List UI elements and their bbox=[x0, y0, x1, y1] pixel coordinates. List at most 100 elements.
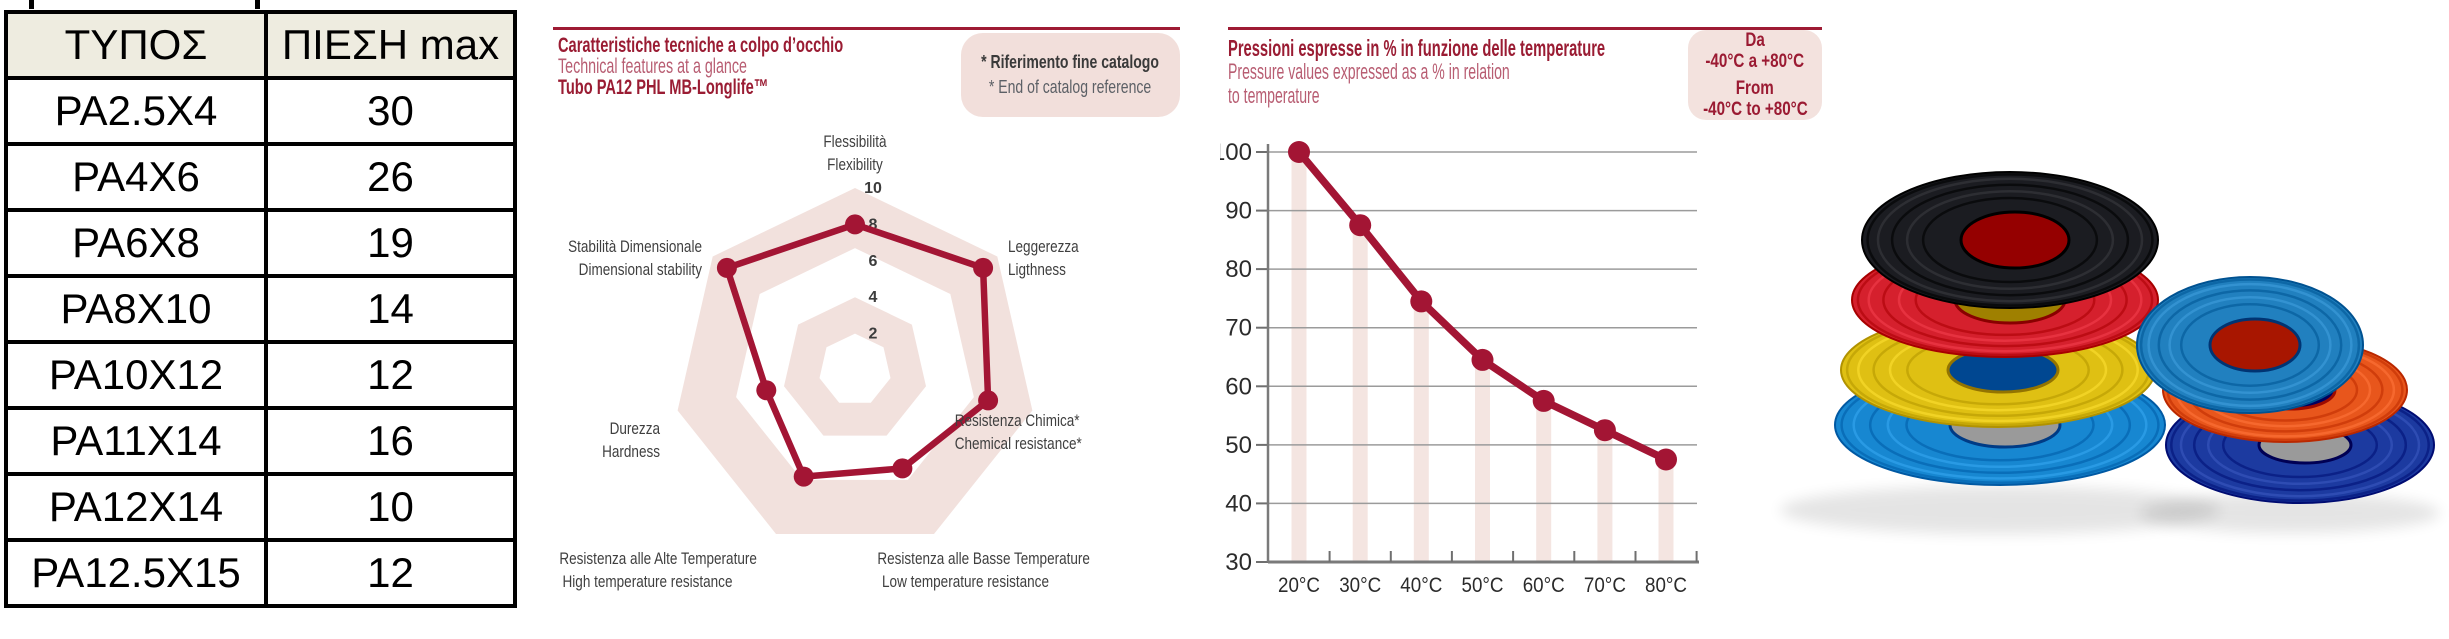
radar-title-en: Technical features at a glance bbox=[558, 55, 747, 78]
table-row: PA12.5X15 12 bbox=[4, 538, 517, 608]
pressure-section-rule bbox=[1228, 27, 1822, 30]
type-cell: PA8X10 bbox=[4, 274, 268, 344]
radar-section-title: Caratteristiche tecniche a colpo d’occhi… bbox=[558, 33, 977, 99]
radar-axis-hardness: Durezza Hardness bbox=[602, 420, 660, 461]
pressure-title-en-1: Pressure values expressed as a % in rela… bbox=[1228, 59, 1510, 84]
badge-range-en: -40°C to +80°C bbox=[1702, 99, 1808, 120]
black-coil-texture bbox=[1866, 173, 2154, 307]
light-blue-coil-texture bbox=[2179, 303, 2321, 387]
radar-axis-dimensional-stability: Stabilità Dimensionale Dimensional stabi… bbox=[568, 238, 702, 279]
type-cell: PA11X14 bbox=[4, 406, 268, 476]
radar-chart: 10 8 6 4 2 bbox=[677, 180, 1033, 534]
black-coil-texture bbox=[1890, 183, 2130, 297]
catalog-note-it: * Riferimento fine catalogo bbox=[981, 52, 1160, 72]
type-cell: PA6X8 bbox=[4, 208, 268, 278]
radar-axis-low-temperature: Resistenza alle Basse Temperature Low te… bbox=[877, 550, 1090, 591]
radar-title-it: Caratteristiche tecniche a colpo d’occhi… bbox=[558, 33, 844, 57]
y-axis-label: 70 bbox=[1225, 315, 1252, 342]
y-axis-label: 40 bbox=[1225, 490, 1252, 517]
radar-product-name: Tubo PA12 PHL MB-Longlife™ bbox=[558, 75, 769, 99]
x-axis-label: 30°C bbox=[1339, 574, 1381, 597]
table-row: PA11X14 16 bbox=[4, 406, 517, 476]
radar-scale-tick: 2 bbox=[869, 326, 878, 343]
pressure-title-en-2: to temperature bbox=[1228, 83, 1320, 108]
drop-bar bbox=[1475, 359, 1490, 562]
x-axis-label: 50°C bbox=[1462, 574, 1504, 597]
y-axis-label: 90 bbox=[1225, 198, 1252, 225]
type-cell: PA4X6 bbox=[4, 142, 268, 212]
x-axis-label: 20°C bbox=[1278, 574, 1320, 597]
catalog-note-en: * End of catalog reference bbox=[989, 77, 1152, 97]
light-blue-coil-texture bbox=[2157, 289, 2343, 401]
badge-range-it: -40°C a +80°C bbox=[1705, 51, 1805, 72]
pressure-section-title: Pressioni espresse in % in funzione dell… bbox=[1228, 36, 1817, 108]
pressure-data-point bbox=[1593, 419, 1616, 442]
x-axis-label: 70°C bbox=[1584, 574, 1626, 597]
badge-da: Da bbox=[1745, 30, 1765, 51]
pressure-data-point bbox=[1471, 348, 1494, 371]
coil-shadow bbox=[1780, 486, 2220, 534]
drop-bar bbox=[1658, 459, 1674, 562]
table-row: PA10X12 12 bbox=[4, 340, 517, 410]
drop-bar bbox=[1536, 400, 1552, 562]
pressure-data-point bbox=[1288, 141, 1310, 163]
radar-data-point bbox=[973, 257, 994, 278]
pressure-cell: 30 bbox=[264, 76, 517, 146]
radar-data-point bbox=[978, 390, 999, 411]
drop-bar bbox=[1413, 301, 1429, 562]
black-coil-texture bbox=[1876, 177, 2144, 303]
pressure-cell: 26 bbox=[264, 142, 517, 212]
x-axis-label: 60°C bbox=[1523, 574, 1565, 597]
radar-data-point bbox=[845, 214, 865, 235]
y-axis-label: 50 bbox=[1225, 432, 1252, 459]
pressure-cell: 16 bbox=[264, 406, 517, 476]
radar-data-point bbox=[892, 458, 913, 479]
type-cell: PA12X14 bbox=[4, 472, 268, 542]
drop-bar bbox=[1597, 430, 1613, 562]
y-axis-label: 60 bbox=[1225, 373, 1252, 400]
crop-mark bbox=[29, 0, 34, 9]
black-coil-texture bbox=[1921, 196, 2099, 284]
radar-data-point bbox=[756, 380, 777, 401]
drop-bar bbox=[1352, 225, 1368, 562]
radar-data-polygon bbox=[723, 221, 992, 480]
table-row: PA8X10 14 bbox=[4, 274, 517, 344]
y-axis-label: 80 bbox=[1225, 256, 1252, 283]
radar-scale-tick: 10 bbox=[864, 180, 882, 197]
pressure-data-point bbox=[1410, 290, 1433, 313]
pressure-data-point bbox=[1532, 389, 1555, 412]
type-column-header: ΤΥΠΟΣ bbox=[4, 10, 268, 80]
pressure-temperature-chart: 100 90 80 70 60 50 40 30 20°C 30°C 40°C 50°C 60°C 70°… bbox=[1220, 139, 1699, 597]
radar-scale-tick: 4 bbox=[869, 289, 878, 306]
table-row: PA6X8 19 bbox=[4, 208, 517, 278]
crop-mark bbox=[255, 0, 260, 9]
pressure-cell: 14 bbox=[264, 274, 517, 344]
radar-data-point bbox=[793, 466, 814, 487]
radar-scale-tick: 8 bbox=[869, 216, 878, 233]
y-axis-label: 100 bbox=[1220, 139, 1252, 166]
catalog-note-box: * Riferimento fine catalogo * End of cat… bbox=[961, 33, 1180, 117]
pressure-cell: 10 bbox=[264, 472, 517, 542]
radar-ring bbox=[819, 333, 891, 403]
y-axis-label: 30 bbox=[1225, 549, 1252, 576]
pressure-data-point bbox=[1655, 448, 1677, 471]
pressure-data-point bbox=[1349, 214, 1372, 237]
drop-bar bbox=[1291, 152, 1307, 562]
light-blue-coil-texture bbox=[2139, 278, 2361, 412]
light-blue-coil-texture bbox=[2168, 295, 2332, 395]
pressure-cell: 12 bbox=[264, 538, 517, 608]
tube-coils-photo bbox=[1780, 171, 2440, 534]
x-axis-label: 40°C bbox=[1400, 574, 1442, 597]
badge-from: From bbox=[1736, 78, 1774, 99]
coil-shadow bbox=[2140, 493, 2440, 533]
light-blue-coil-hole bbox=[2208, 317, 2302, 373]
temperature-range-badge: Da -40°C a +80°C From -40°C to +80°C bbox=[1688, 30, 1822, 120]
spec-table: ΤΥΠΟΣ ΠΙΕΣΗ max PA2.5X4 30 PA4X6 26 PA6X8 19 P… bbox=[4, 10, 517, 608]
table-row: PA4X6 26 bbox=[4, 142, 517, 212]
type-cell: PA10X12 bbox=[4, 340, 268, 410]
radar-axis-chemical-resistance: Resistenza Chimica* Chemical resistance* bbox=[954, 412, 1082, 453]
type-cell: PA2.5X4 bbox=[4, 76, 268, 146]
radar-axis-lightness: Leggerezza Ligthness bbox=[1008, 238, 1079, 279]
light-blue-coil-texture bbox=[2147, 282, 2353, 408]
table-row: PA12X14 10 bbox=[4, 472, 517, 542]
